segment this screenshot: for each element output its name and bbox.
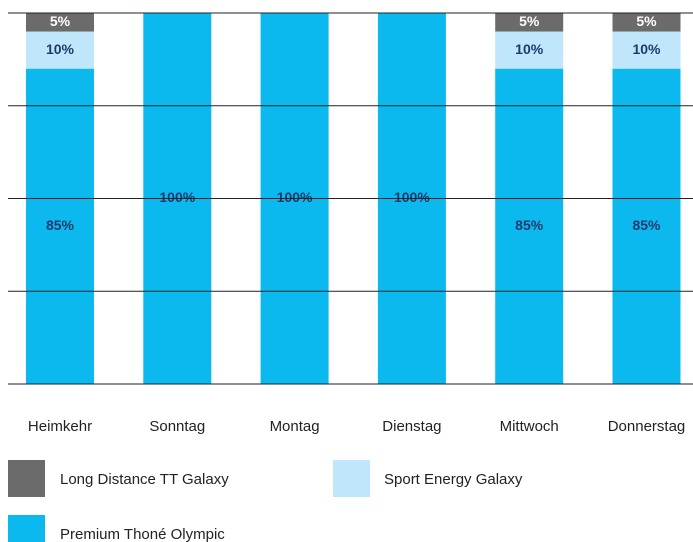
x-tick-label: Mittwoch (500, 418, 559, 435)
data-label: 5% (50, 13, 71, 29)
x-tick-label: Donnerstag (608, 418, 686, 435)
data-label: 100% (277, 189, 313, 205)
data-label: 10% (46, 41, 75, 57)
bar-segment (26, 68, 94, 385)
bar-segment (26, 31, 94, 69)
legend-swatch (8, 460, 45, 497)
legend-swatch (8, 515, 45, 542)
data-label: 5% (519, 13, 540, 29)
data-label: 85% (46, 217, 75, 233)
legend-swatch (333, 460, 370, 497)
bar-segment (495, 13, 564, 32)
data-label: 85% (632, 217, 661, 233)
data-label: 10% (632, 41, 661, 57)
bar-segment (495, 68, 564, 385)
data-label: 100% (394, 189, 430, 205)
legend-label: Premium Thoné Olympic (60, 526, 225, 542)
data-label: 10% (515, 41, 544, 57)
x-tick-label: Montag (270, 418, 320, 435)
bar-segment (26, 13, 94, 32)
legend-label: Sport Energy Galaxy (384, 471, 523, 488)
bar-segment (612, 13, 681, 32)
legend-label: Long Distance TT Galaxy (60, 471, 229, 488)
bar-segment (495, 31, 564, 69)
bar-segment (612, 68, 681, 385)
x-tick-label: Dienstag (382, 418, 441, 435)
x-tick-label: Heimkehr (28, 418, 92, 435)
data-label: 85% (515, 217, 544, 233)
data-label: 5% (636, 13, 657, 29)
data-label: 100% (159, 189, 195, 205)
bar-segment (612, 31, 681, 69)
x-tick-label: Sonntag (149, 418, 205, 435)
